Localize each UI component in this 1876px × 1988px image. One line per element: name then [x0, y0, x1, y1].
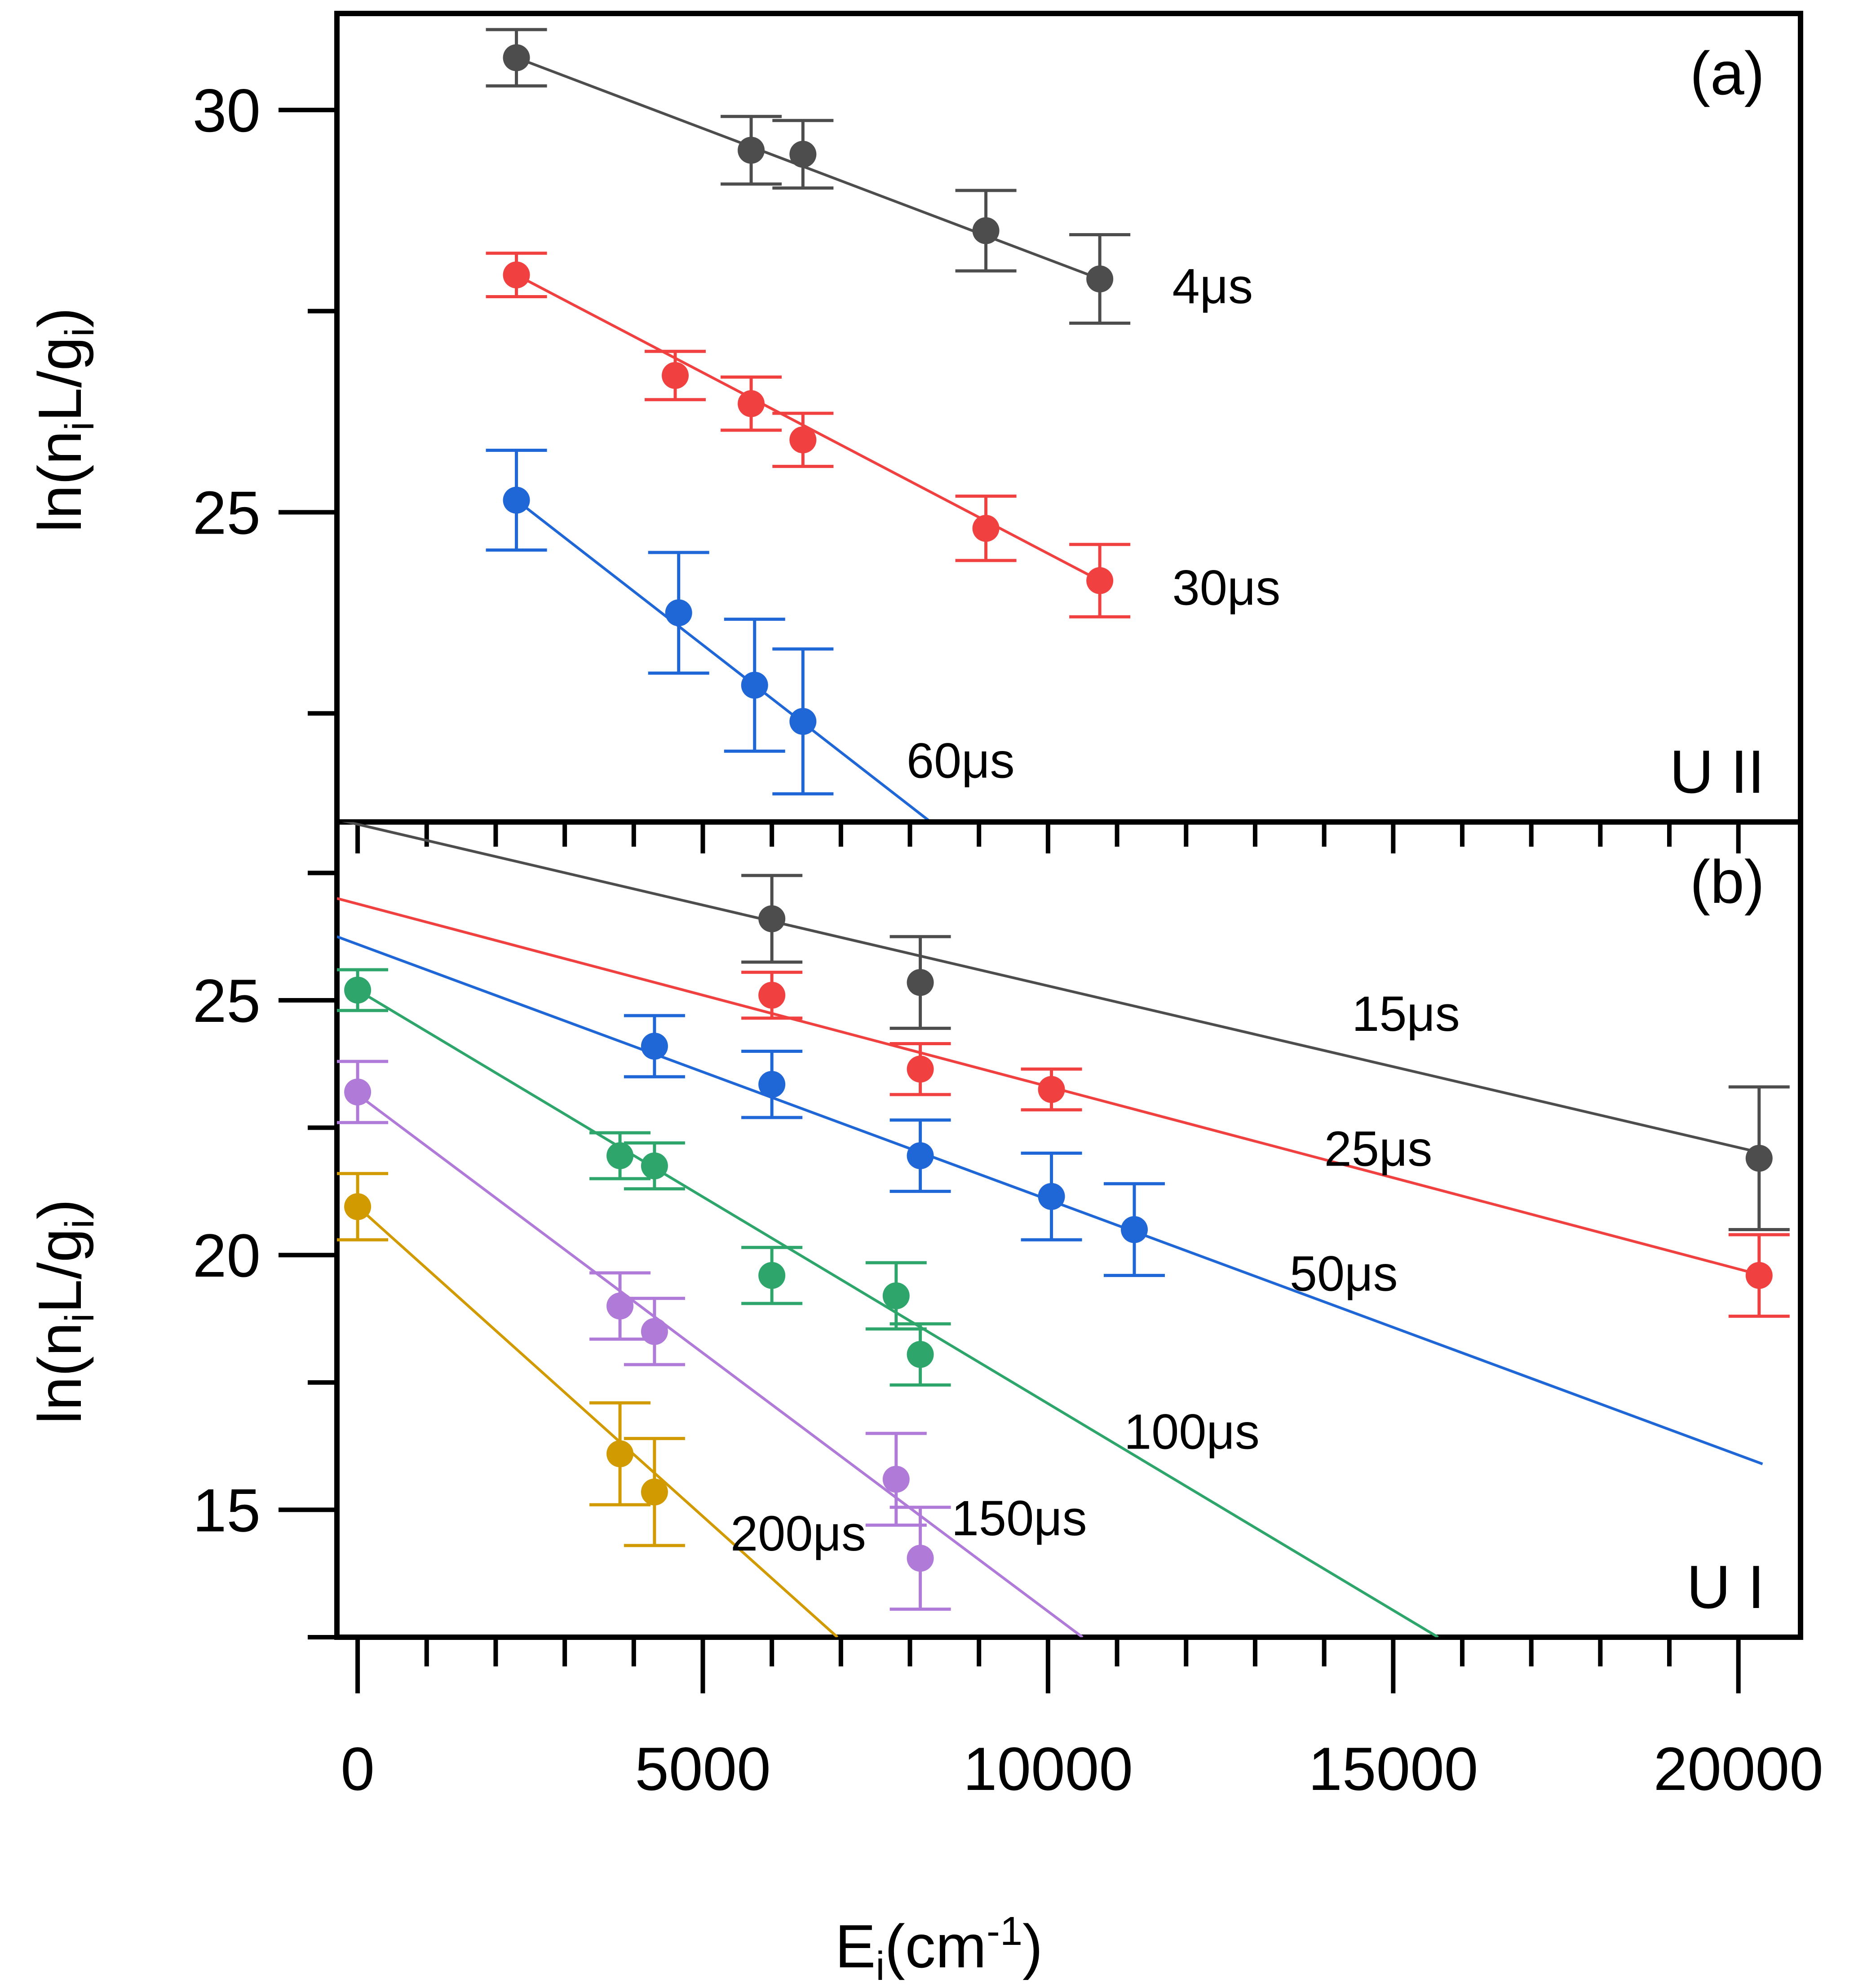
- fit-line-60us: [515, 499, 932, 822]
- data-point-60us: [789, 708, 817, 735]
- panel-b: 25 20 15 15μs 25μs 50μs 100μs 150μs 200μs (b) U I 0…: [193, 819, 1823, 1803]
- x-axis-title: Ei(cm-1): [835, 1909, 1043, 1988]
- x-tick-label: 10000: [963, 1735, 1133, 1803]
- data-point-150us: [882, 1466, 910, 1493]
- data-point-4us: [1086, 265, 1114, 293]
- data-point-30us: [789, 426, 817, 454]
- fit-line-100us: [357, 989, 1439, 1637]
- y-tick-label-b: 15: [193, 1476, 261, 1544]
- data-point-100us: [907, 1341, 934, 1368]
- data-point-50us: [1038, 1183, 1065, 1210]
- data-point-150us: [907, 1545, 934, 1572]
- y-tick-label-a: 25: [193, 478, 261, 547]
- data-point-25us: [758, 981, 786, 1009]
- data-point-150us: [344, 1078, 372, 1106]
- data-point-60us: [741, 672, 768, 699]
- data-point-100us: [641, 1152, 668, 1180]
- data-point-15us: [907, 969, 934, 996]
- data-point-100us: [344, 976, 372, 1004]
- x-tick-label: 20000: [1654, 1735, 1823, 1803]
- data-point-4us: [972, 217, 1000, 244]
- data-point-30us: [662, 362, 689, 389]
- x-tick-label: 15000: [1308, 1735, 1478, 1803]
- data-point-25us: [1038, 1076, 1065, 1103]
- plot-frame-b: [334, 819, 1803, 1640]
- data-point-25us: [907, 1056, 934, 1083]
- data-point-30us: [503, 261, 530, 289]
- series-label-60us: 60μs: [907, 733, 1015, 788]
- series-label-15us: 15μs: [1352, 986, 1460, 1042]
- series-label-30us: 30μs: [1172, 560, 1281, 615]
- data-point-200us: [641, 1478, 668, 1506]
- data-point-50us: [1120, 1216, 1148, 1243]
- data-point-15us: [1745, 1144, 1773, 1172]
- series-label-25us: 25μs: [1324, 1122, 1433, 1177]
- species-label-a: U II: [1669, 738, 1765, 806]
- data-point-150us: [606, 1292, 634, 1320]
- panel-label-b: (b): [1690, 848, 1765, 916]
- y-tick-label-a: 30: [193, 76, 261, 145]
- fit-line-200us: [357, 1206, 839, 1637]
- data-point-4us: [503, 44, 530, 71]
- data-point-4us: [738, 137, 765, 164]
- y-axis-title-b: ln(niL/gi): [26, 1199, 102, 1424]
- data-point-100us: [606, 1142, 634, 1170]
- panel-a: 30 25 4μs 30μs 60μs (a) U II: [193, 11, 1803, 853]
- series-label-4us: 4μs: [1172, 259, 1253, 314]
- data-point-150us: [641, 1318, 668, 1345]
- y-axis-title-a: ln(niL/gi): [26, 307, 102, 532]
- data-point-100us: [882, 1282, 910, 1309]
- series-label-50us: 50μs: [1290, 1246, 1398, 1302]
- fit-line-15us: [342, 822, 1763, 1155]
- data-point-200us: [606, 1440, 634, 1467]
- plot-frame-a: [334, 11, 1803, 825]
- y-tick-label-b: 25: [193, 967, 261, 1035]
- data-point-200us: [344, 1193, 372, 1220]
- data-point-60us: [503, 486, 530, 514]
- data-point-15us: [758, 905, 786, 932]
- series-label-100us: 100μs: [1124, 1404, 1260, 1459]
- data-point-100us: [758, 1262, 786, 1289]
- panel-label-a: (a): [1690, 39, 1765, 107]
- data-point-25us: [1745, 1262, 1773, 1289]
- series-label-200us: 200μs: [730, 1506, 866, 1561]
- data-point-50us: [641, 1033, 668, 1060]
- x-tick-label: 0: [341, 1735, 375, 1803]
- data-point-4us: [789, 141, 817, 168]
- data-point-50us: [907, 1142, 934, 1170]
- data-point-60us: [665, 599, 692, 627]
- y-tick-label-b: 20: [193, 1221, 261, 1290]
- data-point-30us: [972, 515, 1000, 542]
- data-point-30us: [738, 390, 765, 417]
- fit-line-150us: [357, 1093, 1084, 1637]
- series-label-150us: 150μs: [951, 1491, 1087, 1546]
- fit-line-4us: [516, 56, 1101, 280]
- data-point-30us: [1086, 567, 1114, 594]
- species-label-b: U I: [1686, 1553, 1765, 1621]
- x-tick-label: 5000: [635, 1735, 771, 1803]
- data-point-50us: [758, 1071, 786, 1098]
